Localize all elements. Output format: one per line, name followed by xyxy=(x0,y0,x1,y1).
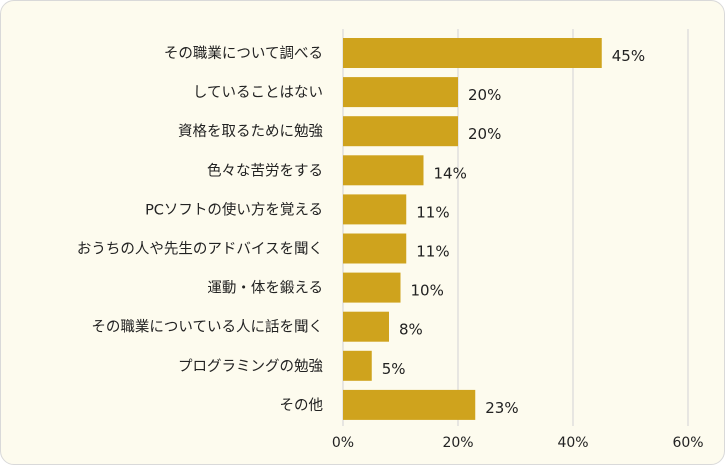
x-axis-ticks: 0% 20% 40% 60% xyxy=(332,435,704,451)
category-label: その職業について調べる xyxy=(164,45,323,62)
category-label: PCソフトの使い方を覚える xyxy=(145,201,323,218)
bar xyxy=(343,194,407,225)
bars xyxy=(343,38,602,420)
bar xyxy=(343,155,424,186)
category-label: していることはない xyxy=(193,84,323,101)
data-label: 14% xyxy=(434,164,467,182)
bar xyxy=(343,233,407,264)
data-label: 10% xyxy=(411,282,444,300)
data-label: 5% xyxy=(382,360,406,378)
category-label: 色々な苦労をする xyxy=(207,162,323,179)
category-label: その職業についている人に話を聞く xyxy=(91,319,323,336)
category-label: おうちの人や先生のアドバイスを聞く xyxy=(77,241,323,258)
category-label: 資格を取るために勉強 xyxy=(178,123,323,140)
bar xyxy=(343,350,372,381)
data-label: 45% xyxy=(612,47,645,65)
data-label: 8% xyxy=(399,321,423,339)
bar xyxy=(343,389,476,420)
bar xyxy=(343,38,602,68)
data-label: 20% xyxy=(468,86,501,104)
data-labels: 45% 20% 20% 14% 11% 11% 10% 8% 5% 23% xyxy=(382,47,645,417)
bar xyxy=(343,311,389,342)
bar xyxy=(343,116,458,147)
bar xyxy=(343,272,401,303)
x-tick-label: 40% xyxy=(557,435,588,451)
x-tick-label: 20% xyxy=(442,435,473,451)
category-label: その他 xyxy=(280,397,324,414)
x-tick-label: 0% xyxy=(332,435,354,451)
category-label: プログラミングの勉強 xyxy=(178,358,323,375)
x-tick-label: 60% xyxy=(672,435,703,451)
category-label: 運動・体を鍛える xyxy=(207,280,323,297)
data-label: 11% xyxy=(416,243,449,261)
data-label: 20% xyxy=(468,125,501,143)
data-label: 23% xyxy=(485,399,518,417)
bar xyxy=(343,77,458,108)
data-label: 11% xyxy=(416,203,449,221)
